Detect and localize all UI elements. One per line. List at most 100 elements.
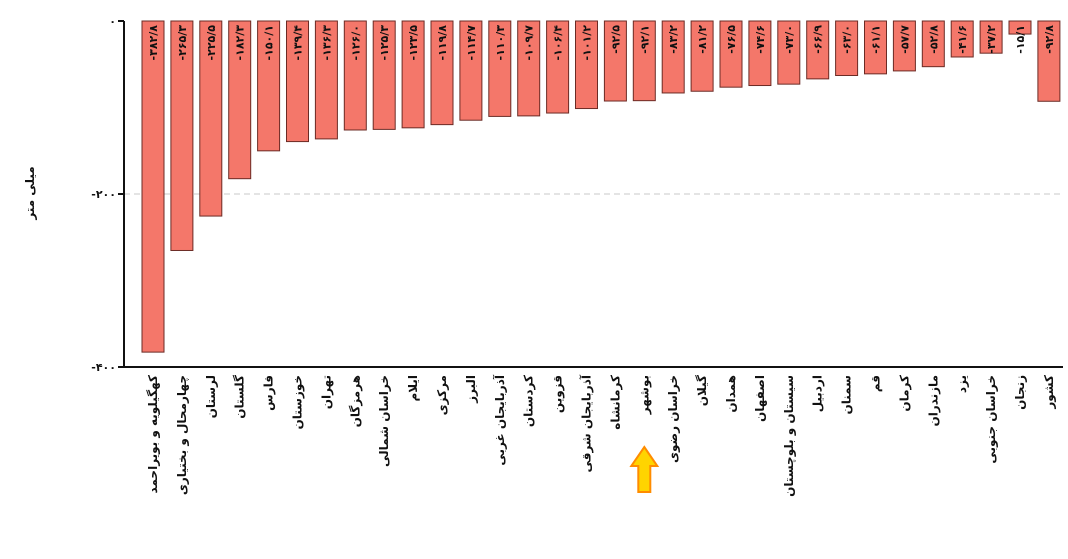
bars: -۳۸۲/۸ -۲۶۵/۳ -۲۲۵/۵ -۱۸۲/۳ -۱۵۰/۱ -۱۳۹/۴ -۱۳۶… (141, 20, 1061, 353)
bar-value-label: -۹۲/۵ (609, 25, 622, 54)
x-tick-label: کرمانشاه (608, 375, 622, 430)
x-tick-label: قزوین (551, 375, 566, 413)
x-tick-label: فارس (262, 375, 276, 411)
bar (575, 20, 598, 110)
bar-value-label: -۳۷/۲ (985, 25, 998, 54)
x-tick-label: همدان (724, 375, 738, 413)
bar (228, 20, 252, 180)
x-tick-label: البرز (464, 375, 478, 404)
bar-value-label: -۸۳/۲ (667, 25, 680, 54)
up-arrow-icon (629, 445, 660, 493)
bar (170, 20, 194, 251)
x-tick-label: آذربایجان شرقی (579, 374, 594, 472)
bar (921, 20, 945, 68)
x-tick-label: قم (869, 375, 883, 392)
x-tick-label: مرکزی (435, 375, 449, 415)
x-tick-label: گیلان (695, 375, 709, 406)
bar (603, 20, 627, 102)
x-tick-label: یزد (955, 375, 969, 393)
bar-value-label: -۱۱۰/۳ (494, 25, 507, 61)
bar-value-label: -۸۱/۲ (696, 25, 709, 54)
bar-value-label: -۱۳۶/۳ (320, 25, 333, 61)
bar (459, 20, 483, 121)
bar (257, 20, 281, 152)
category-labels: کهگیلویه و بویراحمد چهارمحال و بختیاری لرس… (146, 374, 1057, 497)
bar-value-label: -۷۶/۵ (725, 25, 738, 54)
bar (748, 20, 772, 87)
bar (632, 20, 656, 102)
bar (1037, 20, 1061, 102)
x-tick-label: سیستان و بلوچستان (782, 375, 797, 497)
bar-value-label: -۲۲۵/۵ (205, 25, 218, 61)
bar-value-label: -۱۰۱/۲ (581, 25, 594, 61)
bar (1008, 20, 1032, 35)
x-tick-label: مازندران (926, 375, 940, 427)
x-tick-label: گلستان (233, 375, 247, 419)
bar-value-label: -۱۳۹/۴ (292, 25, 305, 61)
bar-value-label: -۴۱/۶ (956, 25, 969, 54)
x-tick-label: چهارمحال و بختیاری (175, 375, 190, 495)
bar-value-label: -۱۱۹/۸ (436, 25, 449, 61)
bar-value-label: -۱۲۶/۰ (349, 25, 362, 60)
bar (517, 20, 541, 117)
y-tick-label: -۴۰۰ (91, 361, 116, 374)
bar-value-label: -۲۶۵/۳ (176, 25, 189, 61)
bar (488, 20, 512, 117)
y-tick-label: -۲۰۰ (91, 188, 116, 201)
x-tick-label: سمنان (840, 375, 854, 415)
x-tick-label: زنجان (1013, 375, 1027, 410)
x-tick-label: بوشهر (637, 375, 652, 415)
bar (864, 20, 887, 75)
bar-value-label: -۶۳/۰ (841, 25, 854, 54)
bar-value-label: -۱۰۶/۴ (552, 25, 565, 61)
bar (343, 20, 367, 131)
bar (719, 20, 743, 88)
x-tick-label: کهگیلویه و بویراحمد (146, 375, 161, 494)
bar-value-label: -۷۴/۶ (754, 25, 767, 54)
x-tick-label: کردستان (522, 375, 536, 427)
x-tick-label: کرمان (897, 375, 911, 412)
x-tick-label: خراسان رضوی (666, 375, 681, 463)
bar-value-label: -۹۲/۱ (638, 25, 651, 54)
bar-value-label: -۳۸۲/۸ (147, 25, 160, 61)
x-tick-label: اردبیل (811, 375, 825, 412)
bar-value-label: -۱۸۲/۳ (234, 25, 247, 61)
bar (806, 20, 830, 80)
bar (950, 20, 974, 58)
bar-value-label: -۱۲۵/۳ (378, 25, 391, 61)
x-tick-label: اصفهان (753, 375, 767, 422)
bar-value-label: -۱۰۹/۷ (523, 25, 536, 61)
bar-value-label: -۱۵۰/۱ (263, 25, 276, 60)
bar (546, 20, 570, 114)
bar (372, 20, 396, 130)
bar-value-label: -۶۶/۹ (812, 25, 825, 54)
bar (141, 20, 165, 353)
bar (690, 20, 714, 92)
x-tick-label: خراسان شمالی (377, 375, 391, 467)
x-tick-label: آذربایجان غربی (492, 374, 507, 465)
bar-value-label: -۱۲۳/۵ (407, 25, 420, 61)
bar-value-label: -۱۱۴/۷ (465, 25, 478, 61)
x-tick-label: لرستان (204, 375, 218, 418)
highlight-arrow-icon (629, 445, 660, 493)
y-axis: ۰ -۲۰۰ -۴۰۰ (91, 15, 1063, 374)
x-tick-label: کشور (1042, 375, 1057, 410)
x-tick-label: خوزستان (291, 375, 306, 430)
bar-value-label: -۶۱/۱ (870, 25, 883, 54)
bar (777, 20, 801, 85)
x-tick-label: خراسان جنوبی (984, 375, 999, 464)
x-tick-label: هرمزگان (348, 375, 362, 427)
bar (661, 20, 685, 94)
bar (401, 20, 425, 129)
bar-value-label: -۵۷/۷ (898, 25, 911, 54)
bar (199, 20, 223, 217)
bar (430, 20, 454, 126)
bar (314, 20, 338, 140)
y-tick-label: ۰ (109, 15, 116, 28)
bar-value-label: -۹۲/۸ (1043, 25, 1056, 54)
x-tick-label: ایلام (406, 375, 421, 402)
y-axis-label: میلی متر (23, 166, 37, 220)
bar (892, 20, 916, 72)
bar-value-label: -۱۵/۱ (1014, 25, 1027, 54)
